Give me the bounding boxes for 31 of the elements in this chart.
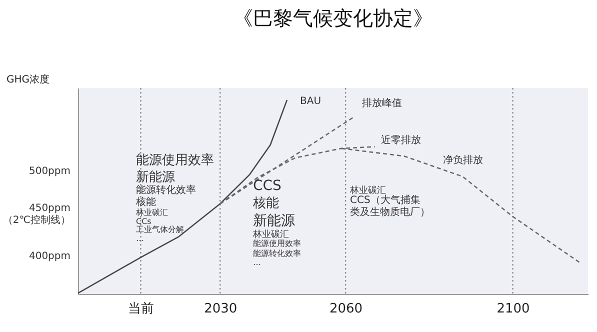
annotation: 新能源 — [253, 213, 295, 229]
chart-title: 《巴黎气候变化协定》 — [233, 6, 433, 30]
series-label: BAU — [300, 96, 322, 107]
annotation: 能源使用效率 — [253, 239, 301, 248]
series-label: 排放峰值 — [362, 97, 402, 109]
x-tick-label: 当前 — [128, 302, 154, 316]
series-label: 净负排放 — [443, 154, 483, 166]
annotation: 工业气体分解 — [136, 225, 184, 234]
annotation: CCs — [136, 217, 152, 226]
x-tick-label: 2100 — [496, 302, 530, 316]
annotation: 林业碳汇 — [349, 185, 386, 196]
y-tick-label: 450ppm （2℃控制线） — [2, 203, 70, 226]
y-axis-title: GHG浓度 — [6, 74, 50, 86]
annotation: 林业碳汇 — [135, 208, 168, 217]
annotation: 能源转化效率 — [136, 184, 196, 196]
annotation: 类及生物质电厂） — [350, 206, 430, 218]
annotation: CCS（大气捕集 — [350, 194, 420, 206]
y-tick-label: 400ppm — [28, 251, 70, 262]
y-tick-label: 500ppm — [28, 166, 70, 178]
x-tick-label: 2030 — [204, 302, 238, 316]
annotation: 核能 — [252, 196, 279, 211]
annotation: CCS — [253, 178, 282, 194]
series-label: 近零排放 — [381, 134, 421, 146]
annotation: 林业碳汇 — [252, 229, 289, 240]
x-tick-label: 2060 — [329, 302, 363, 316]
annotation: 能源转化效率 — [253, 249, 301, 258]
annotation: 核能 — [135, 196, 156, 208]
annotation: … — [136, 234, 144, 243]
annotation: … — [253, 258, 261, 267]
annotation: 能源使用效率 — [136, 152, 214, 168]
annotation: 新能源 — [136, 170, 175, 185]
